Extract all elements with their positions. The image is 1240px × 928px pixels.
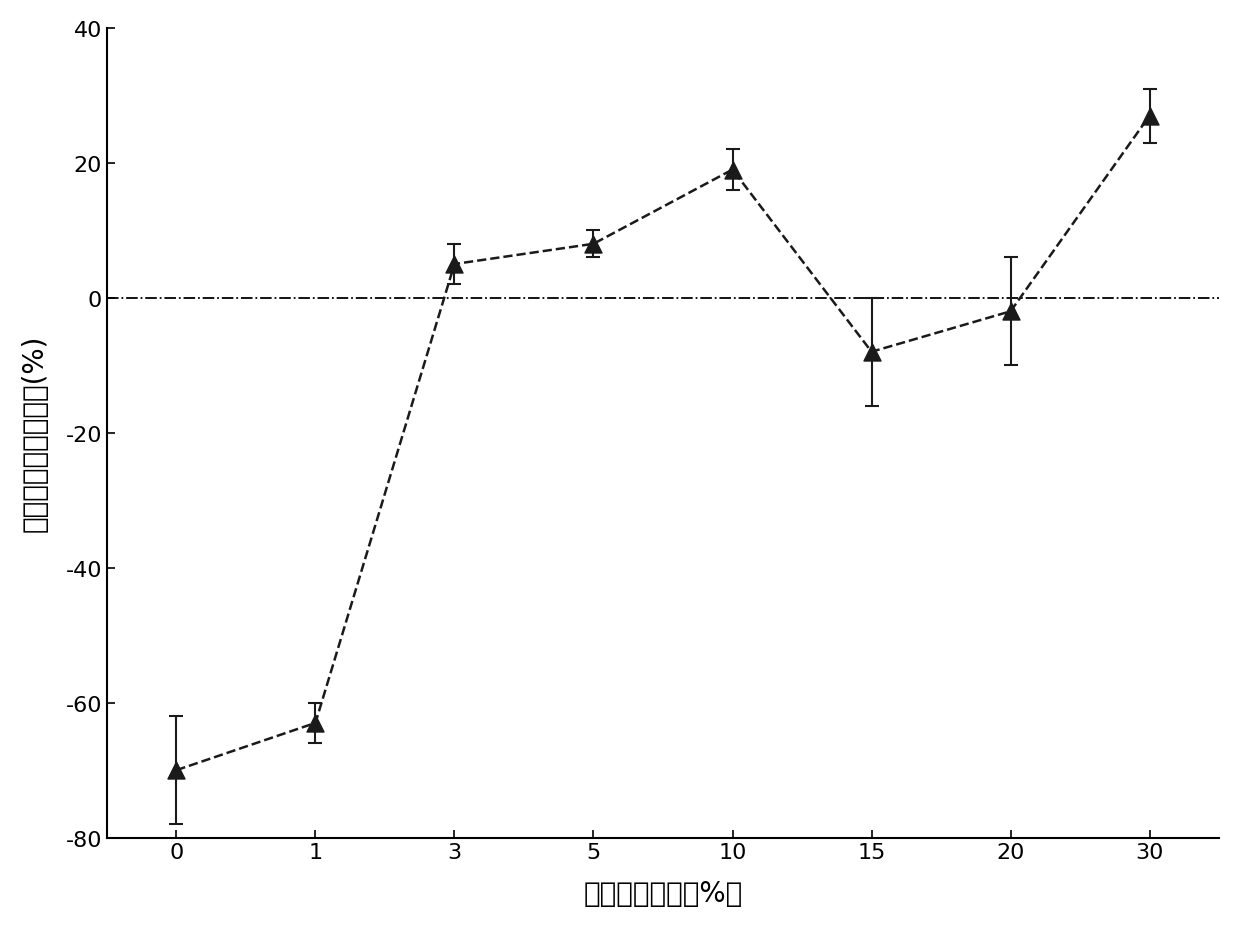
Point (166, 763, 186, 778)
Y-axis label: 水丝蚓生物量的变化(%): 水丝蚓生物量的变化(%) (21, 335, 48, 532)
Point (305, 715, 325, 730)
X-axis label: 修复材料含量（%）: 修复材料含量（%） (583, 879, 743, 908)
Point (584, 237, 604, 251)
Point (723, 163, 743, 178)
Point (1001, 304, 1021, 319)
Point (444, 257, 464, 272)
Point (1140, 109, 1159, 123)
Point (862, 345, 882, 360)
